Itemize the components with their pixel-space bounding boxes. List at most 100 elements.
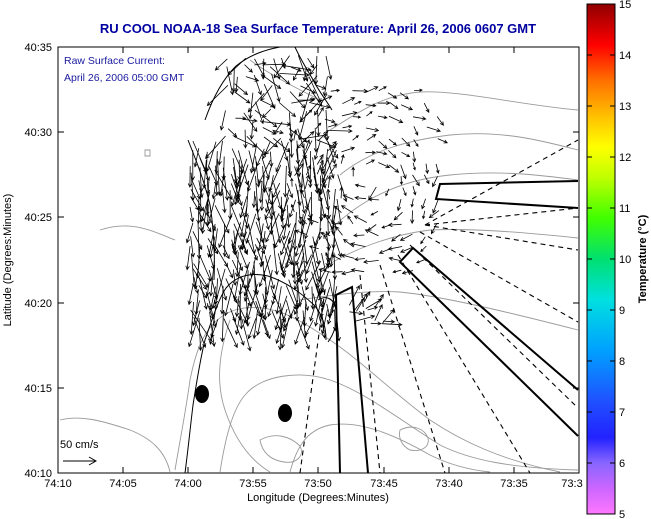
current-vector [264,214,270,231]
current-vector [239,300,244,330]
current-vector [262,127,277,135]
current-vector [273,137,291,153]
current-vector [351,166,355,177]
x-tick-label: 74:05 [109,478,137,490]
current-vector [374,293,384,308]
current-vector [257,223,264,252]
current-vector [342,194,354,200]
current-vector [208,309,216,345]
current-vector [296,260,304,276]
current-vector [352,88,369,94]
current-vector [325,56,333,80]
current-vector [322,76,328,97]
current-vector [412,185,417,196]
temperature-colorbar: 15 14 13 12 11 10 9 8 7 6 5 Temperature … [586,0,649,519]
current-vector [383,319,396,324]
current-vector [365,86,379,94]
current-vector [216,268,228,301]
wedge-top [434,180,579,209]
current-vector [300,189,305,199]
current-vector [347,215,354,225]
radar-dash [424,207,579,226]
current-vector [199,255,212,282]
colorbar-tick-label: 5 [619,509,625,519]
current-vector [324,213,330,223]
current-vector [302,67,307,82]
current-vector [354,183,366,188]
current-vector [412,151,417,163]
contour-line [339,133,579,176]
current-vector [232,269,238,287]
current-vector [365,159,376,165]
current-vector [329,221,342,258]
annotation-line-1: Raw Surface Current: [64,55,165,67]
contour-line [249,59,321,101]
current-vector [376,151,388,156]
current-vector [287,222,296,245]
current-vector [332,252,338,281]
x-tick-labels: 74:10 74:05 74:00 73:55 73:50 73:45 73:4… [44,478,582,490]
current-vector [312,236,320,266]
current-vector [432,198,439,214]
current-vector [224,261,234,279]
current-vector [332,309,338,332]
current-vector [304,174,310,189]
radar-dash [379,264,446,473]
current-vector [415,259,425,264]
coastline-nj [184,274,327,473]
current-vector [206,302,214,320]
current-vector [234,91,251,104]
annotation-line-2: April 26, 2006 05:00 GMT [64,72,185,84]
current-vector [261,108,272,119]
current-vector [293,269,303,291]
current-vector [313,127,319,153]
current-vector [279,262,285,277]
current-vector [400,104,414,111]
current-vector [327,300,336,325]
current-vector [185,222,194,244]
current-vector [317,207,322,241]
current-vector [331,215,336,236]
current-vector [267,301,274,318]
current-vector [324,118,336,124]
current-vector [261,157,270,181]
current-vector [430,223,437,235]
contour-line [329,172,579,231]
current-vector [400,164,407,180]
current-vector [273,244,279,276]
current-vector [246,136,267,156]
current-vector [366,111,373,117]
current-vector [401,137,411,147]
current-vector [187,166,193,188]
coastline-bay [187,139,215,281]
current-vector [412,162,416,171]
current-vector [412,116,427,121]
current-vector [258,159,271,184]
current-vector [211,181,217,200]
colorbar-tick-label: 10 [619,254,631,266]
current-vector [261,100,275,108]
current-vector [333,205,342,213]
current-vector [293,67,301,81]
current-vector [224,283,234,317]
colorbar-tick-label: 9 [619,305,625,317]
x-tick-label: 73:50 [304,478,332,490]
current-vector [296,277,302,308]
current-vector [319,231,331,236]
current-vector [423,174,430,185]
current-vector [356,297,365,312]
current-vector [243,118,258,123]
y-axis-label: Latitude (Degrees:Minutes) [2,194,14,327]
current-vector [305,164,312,176]
current-vector [294,229,307,235]
current-vector [336,198,343,226]
current-vector [354,100,362,105]
current-vector [378,86,387,91]
current-vector [222,245,230,260]
current-vector [354,195,367,201]
station-marker [195,385,209,403]
current-vector [316,187,322,201]
contour-line [259,435,302,463]
current-vector [255,101,264,125]
current-vector [305,139,310,151]
